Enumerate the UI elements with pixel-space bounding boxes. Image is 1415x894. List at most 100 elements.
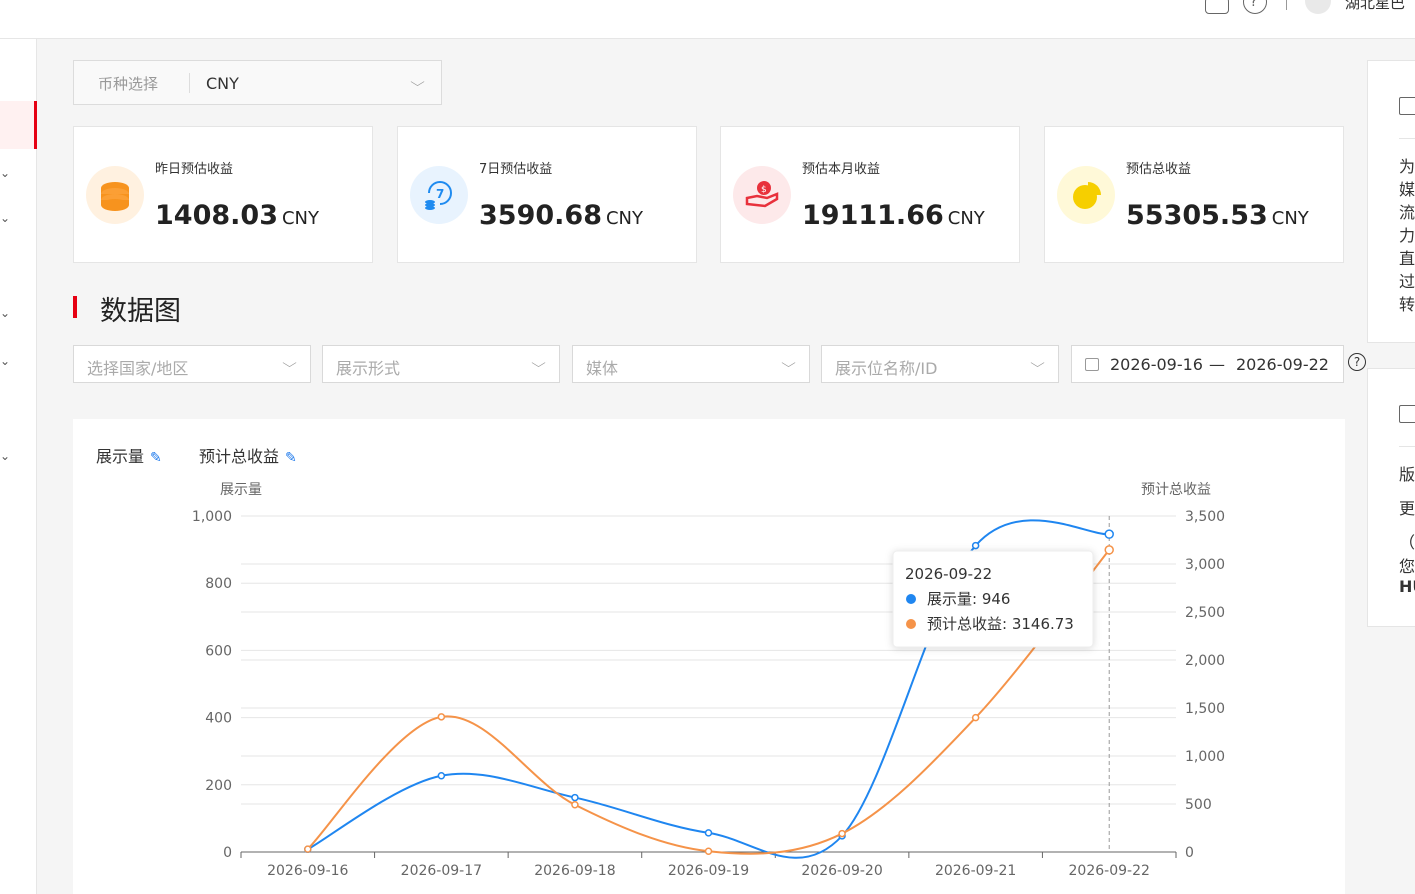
card-title: 预估本月收益: [802, 162, 881, 177]
y-left-tick-label: 800: [205, 576, 232, 592]
y-right-tick-label: 500: [1185, 797, 1212, 813]
date-start: 2026-09-16: [1110, 355, 1203, 374]
y-left-tick-label: 1,000: [192, 509, 232, 525]
data-point: [304, 845, 312, 853]
tooltip-row: 预计总收益: 3146.73: [927, 615, 1074, 633]
line-chart: 0 200 400 600 800 1,000 0 500 1,000 1,500 2,000 2,5…: [192, 482, 1225, 879]
data-point: [571, 793, 579, 802]
section-title: 数据图: [100, 296, 181, 327]
divider: [1399, 138, 1415, 139]
y-right-tick-label: 2,000: [1185, 653, 1225, 669]
card-value: 3590.68 CNY: [479, 200, 644, 231]
y-left-tick-label: 0: [223, 845, 232, 861]
divider: [1286, 0, 1287, 10]
version-panel: 版 更 （ 您 HU: [1367, 368, 1415, 627]
x-tick-label: 2026-09-16: [267, 863, 348, 879]
tooltip-row: 展示量: 946: [927, 590, 1010, 608]
headset-icon[interactable]: [1205, 0, 1229, 14]
data-point: [1104, 545, 1114, 555]
divider: [1399, 446, 1415, 447]
y-right-tick-label: 0: [1185, 845, 1194, 861]
edit-icon: ✎: [285, 450, 297, 466]
card-title: 昨日预估收益: [155, 162, 234, 177]
date-end: 2026-09-22: [1236, 355, 1329, 374]
card-value: 1408.03 CNY: [155, 200, 320, 231]
y-right-tick-label: 3,500: [1185, 509, 1225, 525]
avatar[interactable]: [1305, 0, 1331, 14]
y-left-tick-label: 600: [205, 643, 232, 659]
svg-text:7: 7: [436, 187, 444, 201]
currency-label: 币种选择: [98, 75, 159, 93]
data-point: [704, 847, 713, 855]
help-icon[interactable]: ?: [1348, 353, 1366, 371]
date-range-picker[interactable]: 2026-09-16 — 2026-09-22: [1071, 345, 1344, 383]
x-tick-label: 2026-09-19: [668, 863, 749, 879]
y-right-tick-label: 2,500: [1185, 605, 1225, 621]
seven-day-icon: 7: [410, 166, 468, 224]
chevron-down-icon: ⌵: [1030, 356, 1045, 370]
chevron-down-icon: ⌵: [531, 356, 546, 370]
org-name[interactable]: 湖北星巴: [1345, 0, 1406, 12]
tooltip-date: 2026-09-22: [905, 565, 992, 583]
chart-panel: 展示量 ✎ 预计总收益 ✎ 0 200 400 600 800 1,000 0 500 1,000 1…: [73, 419, 1345, 894]
y-right-axis-label: 预计总收益: [1141, 482, 1211, 498]
x-tick-label: 2026-09-22: [1069, 863, 1150, 879]
y-left-tick-label: 200: [205, 778, 232, 794]
y-right-tick-label: 1,500: [1185, 701, 1225, 717]
stat-card-7day: 7 7日预估收益 3590.68 CNY: [397, 126, 697, 263]
notice-panel: 为 媒 流 力 直 过 转: [1367, 60, 1415, 343]
stat-card-total: 预估总收益 55305.53 CNY: [1044, 126, 1344, 263]
chevron-down-icon: ⌵: [282, 356, 297, 370]
chevron-down-icon[interactable]: ⌄: [0, 166, 11, 180]
data-point: [971, 713, 980, 722]
card-title: 7日预估收益: [479, 162, 553, 177]
media-select[interactable]: 媒体 ⌵: [572, 345, 810, 383]
x-tick-label: 2026-09-18: [534, 863, 615, 879]
card-title: 预估总收益: [1126, 162, 1192, 177]
tooltip-marker: [906, 619, 916, 629]
card-value: 55305.53 CNY: [1126, 200, 1309, 231]
tooltip-marker: [906, 594, 916, 604]
display-format-select[interactable]: 展示形式 ⌵: [322, 345, 560, 383]
y-right-tick-label: 1,000: [1185, 749, 1225, 765]
metric-right[interactable]: 预计总收益 ✎: [199, 447, 297, 466]
chevron-down-icon[interactable]: ⌄: [0, 354, 11, 368]
data-point: [704, 829, 713, 837]
chevron-down-icon[interactable]: ⌄: [0, 449, 11, 463]
data-point: [571, 801, 579, 809]
data-point: [437, 713, 446, 721]
y-left-axis-label: 展示量: [220, 482, 262, 498]
divider: [189, 73, 190, 93]
x-tick-label: 2026-09-17: [401, 863, 482, 879]
card-value: 19111.66 CNY: [802, 200, 985, 231]
svg-text:$: $: [761, 185, 767, 195]
help-icon[interactable]: ?: [1243, 0, 1267, 14]
placement-select[interactable]: 展示位名称/ID ⌵: [821, 345, 1059, 383]
metric-left[interactable]: 展示量 ✎: [96, 447, 162, 466]
top-bar: ? 湖北星巴: [0, 0, 1415, 39]
stat-card-month: $ 预估本月收益 19111.66 CNY: [720, 126, 1020, 263]
chevron-down-icon: ⌵: [781, 356, 796, 370]
data-point: [971, 541, 980, 550]
edit-icon: ✎: [150, 450, 162, 466]
document-icon: [1399, 405, 1415, 423]
x-tick-label: 2026-09-20: [801, 863, 882, 879]
date-separator: —: [1209, 355, 1225, 374]
coins-icon: [86, 166, 144, 224]
calendar-icon: [1085, 358, 1099, 371]
y-left-tick-label: 400: [205, 711, 232, 727]
section-accent: [73, 296, 77, 318]
data-point: [437, 771, 446, 780]
sidebar: ⌄ ⌄ ⌄ ⌄ ⌄: [0, 39, 37, 894]
currency-select[interactable]: 币种选择 CNY ⌵: [73, 60, 442, 105]
money-hand-icon: $: [733, 166, 791, 224]
chevron-down-icon: ⌵: [410, 75, 425, 89]
data-point: [838, 829, 846, 838]
country-select[interactable]: 选择国家/地区 ⌵: [73, 345, 311, 383]
chevron-down-icon[interactable]: ⌄: [0, 306, 11, 320]
x-tick-label: 2026-09-21: [935, 863, 1016, 879]
chevron-down-icon[interactable]: ⌄: [0, 211, 11, 225]
sidebar-active-item[interactable]: [0, 101, 37, 149]
chart-tooltip: 2026-09-22 展示量: 946 预计总收益: 3146.73: [892, 550, 1094, 648]
y-right-tick-label: 3,000: [1185, 557, 1225, 573]
